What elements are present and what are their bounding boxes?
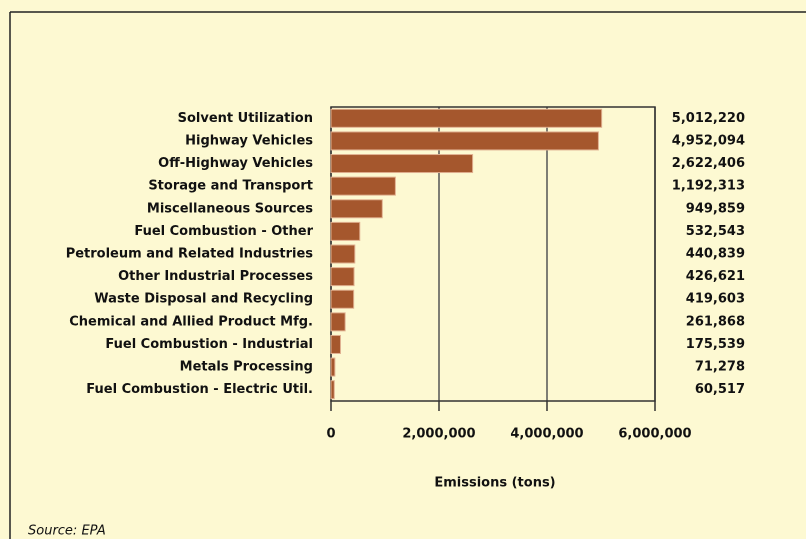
x-tick-label: 0: [326, 427, 335, 442]
value-label: 71,278: [695, 360, 745, 375]
value-label: 4,952,094: [672, 133, 745, 148]
value-label: 60,517: [695, 382, 745, 397]
x-tick-label: 4,000,000: [510, 427, 583, 442]
bar: [330, 154, 474, 174]
bar: [330, 289, 355, 309]
y-tick-label: Waste Disposal and Recycling: [94, 292, 313, 307]
bar: [330, 131, 599, 151]
y-tick-label: Chemical and Allied Product Mfg.: [69, 314, 313, 329]
bar: [330, 267, 355, 287]
x-axis-title: Emissions (tons): [434, 476, 555, 491]
source-note: Source: EPA: [28, 524, 106, 539]
bar: [330, 357, 336, 377]
value-label: 261,868: [686, 314, 745, 329]
y-tick-label: Solvent Utilization: [178, 111, 313, 126]
value-label: 440,839: [686, 247, 745, 262]
y-tick-label: Fuel Combustion - Other: [134, 224, 313, 239]
bar: [330, 176, 396, 196]
y-tick-label: Fuel Combustion - Electric Util.: [86, 382, 313, 397]
bar: [330, 108, 603, 128]
y-tick-label: Off-Highway Vehicles: [158, 156, 313, 171]
y-tick-label: Other Industrial Processes: [118, 269, 313, 284]
value-label: 419,603: [686, 292, 745, 307]
value-label: 1,192,313: [672, 179, 745, 194]
value-label: 5,012,220: [672, 111, 745, 126]
value-label: 949,859: [686, 201, 745, 216]
x-tick-label: 6,000,000: [618, 427, 691, 442]
bar: [330, 221, 361, 241]
value-label: 2,622,406: [672, 156, 745, 171]
value-label: 532,543: [686, 224, 745, 239]
y-tick-label: Metals Processing: [180, 360, 313, 375]
bar: [330, 312, 346, 332]
bar: [330, 199, 383, 219]
x-tick-label: 2,000,000: [402, 427, 475, 442]
bar: [330, 380, 335, 400]
y-tick-label: Petroleum and Related Industries: [66, 247, 314, 262]
value-label: 426,621: [686, 269, 745, 284]
y-tick-label: Storage and Transport: [148, 179, 313, 194]
y-tick-label: Fuel Combustion - Industrial: [105, 337, 313, 352]
y-tick-label: Highway Vehicles: [185, 133, 313, 148]
value-label: 175,539: [686, 337, 745, 352]
y-tick-label: Miscellaneous Sources: [147, 201, 313, 216]
bar: [330, 244, 356, 264]
bar: [330, 334, 341, 354]
